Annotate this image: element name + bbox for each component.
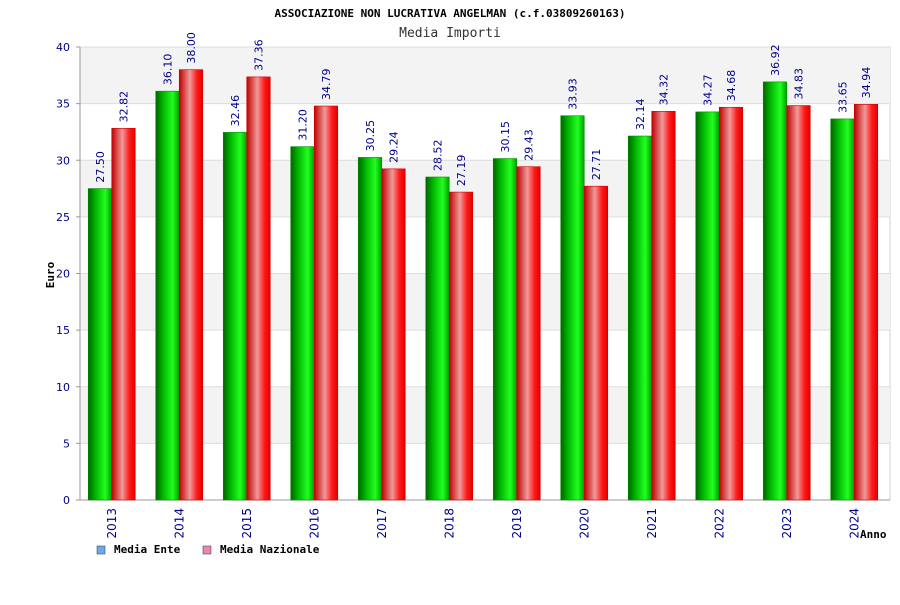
- value-label: 34.27: [702, 74, 715, 106]
- x-tick-label: 2020: [577, 508, 591, 539]
- value-label: 33.93: [567, 78, 580, 110]
- bar-media-nazionale-2015: [246, 76, 271, 501]
- value-label: 29.43: [523, 129, 536, 161]
- bar-media-nazionale-2020: [583, 185, 609, 501]
- gridlines: [76, 46, 890, 501]
- value-label: 38.00: [185, 32, 198, 64]
- x-tick-label: 2023: [780, 508, 794, 539]
- grid-band: [80, 160, 890, 217]
- bars: [87, 69, 879, 501]
- y-tick-label: 10: [56, 381, 70, 394]
- bar-media-nazionale-2018: [448, 191, 474, 501]
- legend-swatch-media-ente: [96, 545, 106, 555]
- bar-media-nazionale-2023: [786, 105, 811, 501]
- x-tick-label: 2015: [240, 508, 254, 539]
- value-label: 32.14: [634, 99, 647, 131]
- y-axis-label: Euro: [44, 261, 57, 288]
- y-tick-label: 40: [56, 41, 70, 54]
- grid-band: [80, 273, 890, 331]
- bar-media-ente-2022: [695, 111, 720, 501]
- bar-media-ente-2019: [492, 158, 518, 501]
- bar-media-ente-2014: [155, 90, 180, 501]
- legend: Media Ente Media Nazionale: [96, 543, 320, 556]
- bar-media-nazionale-2022: [718, 106, 744, 501]
- value-label: 28.52: [432, 140, 445, 172]
- chart-subtitle: Media Importi: [399, 26, 501, 41]
- value-label: 30.25: [364, 120, 377, 152]
- bar-media-nazionale-2019: [516, 166, 541, 501]
- grid-band: [80, 386, 890, 444]
- value-label: 30.15: [499, 121, 512, 153]
- bar-media-nazionale-2013: [111, 128, 136, 501]
- x-tick-label: 2016: [307, 508, 321, 539]
- y-tick-label: 15: [56, 324, 70, 337]
- bar-media-ente-2018: [425, 176, 450, 501]
- x-tick-label: 2022: [712, 508, 726, 539]
- value-label: 37.36: [253, 39, 266, 71]
- value-label: 27.50: [94, 151, 107, 183]
- x-tick-label: 2024: [847, 508, 861, 539]
- bar-media-ente-2013: [87, 188, 113, 501]
- bar-media-nazionale-2024: [853, 104, 879, 501]
- value-label: 34.79: [320, 69, 333, 101]
- value-label: 32.46: [229, 95, 242, 127]
- value-label: 29.24: [388, 131, 401, 163]
- value-label: 34.68: [725, 70, 738, 102]
- x-axis-label: Anno: [860, 528, 887, 541]
- chart-title: ASSOCIAZIONE NON LUCRATIVA ANGELMAN (c.f…: [275, 7, 626, 20]
- bar-media-nazionale-2014: [178, 69, 204, 501]
- value-label: 34.83: [793, 68, 806, 100]
- x-tick-label: 2019: [510, 508, 524, 539]
- bar-media-ente-2024: [830, 118, 855, 501]
- value-label: 31.20: [297, 109, 310, 141]
- bar-media-ente-2021: [627, 135, 653, 501]
- value-label: 27.19: [455, 155, 468, 187]
- y-axis-ticks: 0 5 10 15 20 25 30 35 40: [56, 41, 70, 507]
- bar-media-ente-2015: [222, 132, 248, 501]
- x-axis-ticks: 2013 2014 2015 2016 2017 2018 2019 2020 2021 2022…: [105, 508, 862, 539]
- x-tick-label: 2017: [375, 508, 389, 539]
- y-tick-label: 20: [56, 268, 70, 281]
- value-label: 36.92: [769, 44, 782, 76]
- legend-swatch-media-nazionale: [202, 545, 212, 555]
- x-tick-label: 2021: [645, 508, 659, 539]
- legend-label-media-nazionale: Media Nazionale: [220, 543, 320, 556]
- value-label: 27.71: [590, 149, 603, 181]
- bar-media-ente-2023: [762, 81, 788, 501]
- x-tick-label: 2014: [172, 508, 186, 539]
- legend-label-media-ente: Media Ente: [114, 543, 181, 556]
- value-label: 34.94: [860, 67, 873, 99]
- value-label: 34.32: [658, 74, 671, 106]
- bar-media-ente-2020: [560, 115, 585, 501]
- x-tick-label: 2018: [442, 508, 456, 539]
- bar-media-ente-2017: [357, 157, 383, 501]
- y-tick-label: 25: [56, 211, 70, 224]
- y-tick-label: 0: [63, 494, 70, 507]
- x-tick-label: 2013: [105, 508, 119, 539]
- value-labels: 27.50 32.82 36.10 38.00 32.46 37.36 31.20 34.79…: [94, 32, 873, 186]
- grid-band: [80, 47, 890, 104]
- y-tick-label: 35: [56, 98, 70, 111]
- bar-media-nazionale-2021: [651, 111, 676, 501]
- value-label: 36.10: [162, 54, 175, 86]
- value-label: 33.65: [837, 81, 850, 113]
- bar-media-nazionale-2016: [313, 105, 339, 501]
- value-label: 32.82: [118, 91, 131, 123]
- y-tick-label: 5: [63, 437, 70, 450]
- bar-media-ente-2016: [290, 146, 315, 501]
- bar-media-nazionale-2017: [381, 168, 406, 501]
- y-tick-label: 30: [56, 154, 70, 167]
